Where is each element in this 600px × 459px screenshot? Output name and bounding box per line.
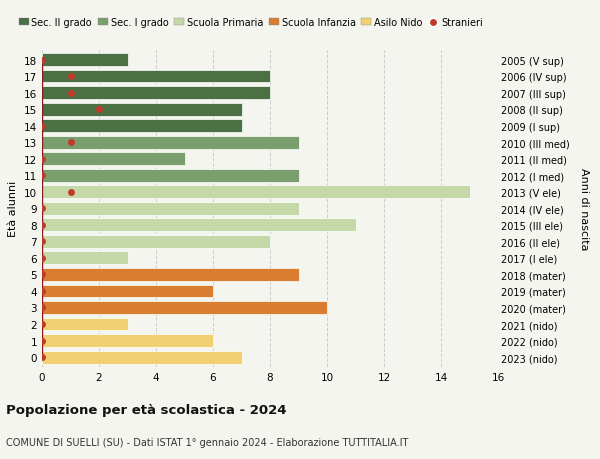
Bar [42, 153, 185, 166]
Y-axis label: Età alunni: Età alunni [8, 181, 19, 237]
Text: Popolazione per età scolastica - 2024: Popolazione per età scolastica - 2024 [6, 403, 287, 416]
Bar [42, 103, 242, 116]
Bar [42, 334, 213, 347]
Bar [42, 54, 128, 67]
Bar [42, 186, 470, 199]
Bar [42, 202, 299, 215]
Y-axis label: Anni di nascita: Anni di nascita [579, 168, 589, 250]
Bar [42, 351, 242, 364]
Bar [42, 302, 327, 314]
Bar [42, 169, 299, 182]
Bar [42, 252, 128, 265]
Bar [42, 285, 213, 298]
Text: COMUNE DI SUELLI (SU) - Dati ISTAT 1° gennaio 2024 - Elaborazione TUTTITALIA.IT: COMUNE DI SUELLI (SU) - Dati ISTAT 1° ge… [6, 437, 409, 447]
Bar [42, 235, 270, 248]
Bar [42, 120, 242, 133]
Bar [42, 269, 299, 281]
Bar [42, 87, 270, 100]
Bar [42, 70, 270, 84]
Bar [42, 318, 128, 331]
Bar [42, 136, 299, 149]
Legend: Sec. II grado, Sec. I grado, Scuola Primaria, Scuola Infanzia, Asilo Nido, Stran: Sec. II grado, Sec. I grado, Scuola Prim… [15, 14, 487, 32]
Bar [42, 219, 356, 232]
